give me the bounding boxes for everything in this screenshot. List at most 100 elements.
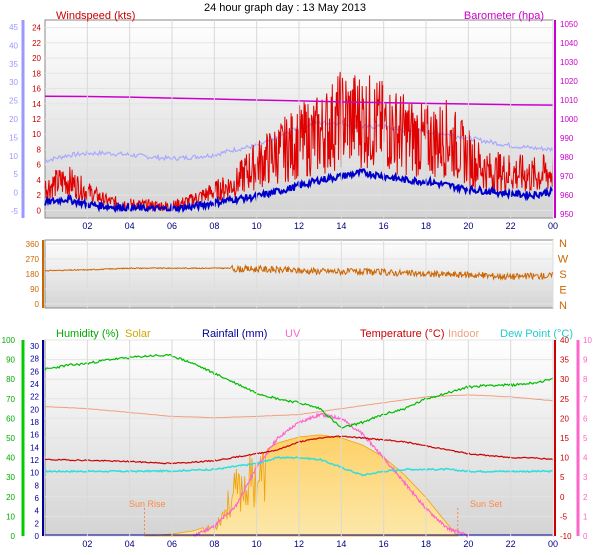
hpa-tick-label: 950 [560, 210, 574, 219]
hpa-tick-label: 980 [560, 153, 574, 162]
climate-panel: 02 04 06 08 10 12 14 16 18 20 22 000102030405060708… [2, 328, 593, 549]
clim-x-tick-label: 10 [252, 539, 262, 549]
wind-x-tick-label: 16 [379, 221, 389, 231]
temp-tick-label: 25 [560, 395, 569, 404]
legend-humidity: Humidity (%) [56, 328, 119, 340]
temp-tick-label: 0 [560, 493, 565, 502]
legend-rainfall: Rainfall (mm) [202, 328, 267, 340]
sunrise-label: Sun Rise [129, 499, 166, 509]
rain-tick-label: 4 [35, 507, 40, 516]
wind-x-tick-label: 00 [548, 221, 558, 231]
legend-uv: UV [285, 328, 301, 340]
humidity-tick-label: 70 [6, 395, 15, 404]
knots-tick-label: 2 [37, 191, 42, 200]
humidity-tick-label: 0 [11, 532, 16, 541]
wind-x-tick-label: 20 [463, 221, 473, 231]
hpa-tick-label: 1010 [560, 96, 578, 105]
clim-x-tick-label: 14 [336, 539, 346, 549]
humidity-tick-label: 90 [6, 356, 15, 365]
rain-tick-label: 10 [30, 469, 39, 478]
direction-degree-label: 90 [30, 285, 39, 294]
knots-tick-label: 8 [37, 145, 42, 154]
graph-title: 24 hour graph day : 13 May 2013 [204, 2, 366, 14]
rain-tick-label: 30 [30, 342, 39, 351]
temp-tick-label: 40 [560, 336, 569, 345]
wind-x-tick-label: 08 [209, 221, 219, 231]
uv-tick-label: 7 [583, 395, 588, 404]
uv-tick-label: 1 [583, 512, 588, 521]
rain-tick-label: 12 [30, 456, 39, 465]
direction-degree-label: 270 [26, 255, 40, 264]
kmh-tick-label: 0 [14, 189, 19, 198]
kmh-tick-label: 35 [9, 60, 18, 69]
wind-x-tick-label: 02 [82, 221, 92, 231]
temp-tick-label: 30 [560, 375, 569, 384]
knots-tick-label: 6 [37, 161, 42, 170]
kmh-tick-label: 10 [9, 152, 18, 161]
clim-x-tick-label: 00 [548, 539, 558, 549]
barometer-axis-label: Barometer (hpa) [464, 10, 544, 22]
clim-x-tick-label: 08 [209, 539, 219, 549]
wind-x-tick-label: 06 [167, 221, 177, 231]
knots-tick-label: 4 [37, 176, 42, 185]
hpa-tick-label: 1050 [560, 20, 578, 29]
knots-tick-label: 0 [37, 206, 42, 215]
legend-dewpoint: Dew Point (°C) [500, 328, 573, 340]
clim-x-tick-label: 18 [421, 539, 431, 549]
legend-solar: Solar [125, 328, 151, 340]
direction-degree-label: 0 [35, 300, 40, 309]
uv-tick-label: 3 [583, 473, 588, 482]
rain-tick-label: 2 [35, 519, 40, 528]
kmh-tick-label: 25 [9, 97, 18, 106]
knots-tick-label: 22 [32, 39, 41, 48]
temp-tick-label: 15 [560, 434, 569, 443]
uv-tick-label: 2 [583, 493, 588, 502]
clim-x-tick-label: 02 [82, 539, 92, 549]
rain-tick-label: 16 [30, 431, 39, 440]
rain-tick-label: 14 [30, 443, 39, 452]
compass-label: W [558, 254, 569, 266]
wind-direction-line [44, 263, 554, 281]
hpa-tick-label: 960 [560, 191, 574, 200]
wind-panel: 02 04 06 08 10 12 14 16 18 20 22 000246810121416182… [9, 10, 578, 231]
uv-tick-label: 9 [583, 356, 588, 365]
kmh-tick-label: 20 [9, 115, 18, 124]
kmh-tick-label: -5 [11, 207, 19, 216]
knots-tick-label: 10 [32, 130, 41, 139]
knots-tick-label: 18 [32, 69, 41, 78]
clim-x-tick-label: 22 [506, 539, 516, 549]
rain-tick-label: 18 [30, 418, 39, 427]
temp-tick-label: 10 [560, 454, 569, 463]
wind-x-tick-label: 14 [336, 221, 346, 231]
rain-tick-label: 8 [35, 481, 40, 490]
direction-degree-label: 180 [26, 270, 40, 279]
knots-tick-label: 16 [32, 85, 41, 94]
wind-x-tick-label: 12 [294, 221, 304, 231]
compass-label: N [559, 238, 567, 250]
temp-tick-label: 5 [560, 473, 565, 482]
compass-label: E [559, 285, 566, 297]
humidity-tick-label: 10 [6, 512, 15, 521]
temp-tick-label: 20 [560, 414, 569, 423]
temp-tick-label: -10 [560, 532, 572, 541]
humidity-tick-label: 30 [6, 473, 15, 482]
rain-tick-label: 22 [30, 393, 39, 402]
knots-tick-label: 24 [32, 24, 41, 33]
temp-tick-label: 35 [560, 356, 569, 365]
windspeed-axis-label: Windspeed (kts) [56, 10, 135, 22]
kmh-tick-label: 15 [9, 133, 18, 142]
uv-tick-label: 10 [583, 336, 592, 345]
clim-x-tick-label: 06 [167, 539, 177, 549]
wind-x-tick-label: 04 [125, 221, 135, 231]
humidity-tick-label: 50 [6, 434, 15, 443]
temp-tick-label: -5 [560, 512, 568, 521]
knots-tick-label: 14 [32, 100, 41, 109]
uv-line [192, 412, 469, 539]
humidity-tick-label: 100 [2, 336, 16, 345]
rain-tick-label: 6 [35, 494, 40, 503]
kmh-tick-label: 45 [9, 23, 18, 32]
hpa-tick-label: 1020 [560, 77, 578, 86]
kmh-tick-label: 30 [9, 78, 18, 87]
